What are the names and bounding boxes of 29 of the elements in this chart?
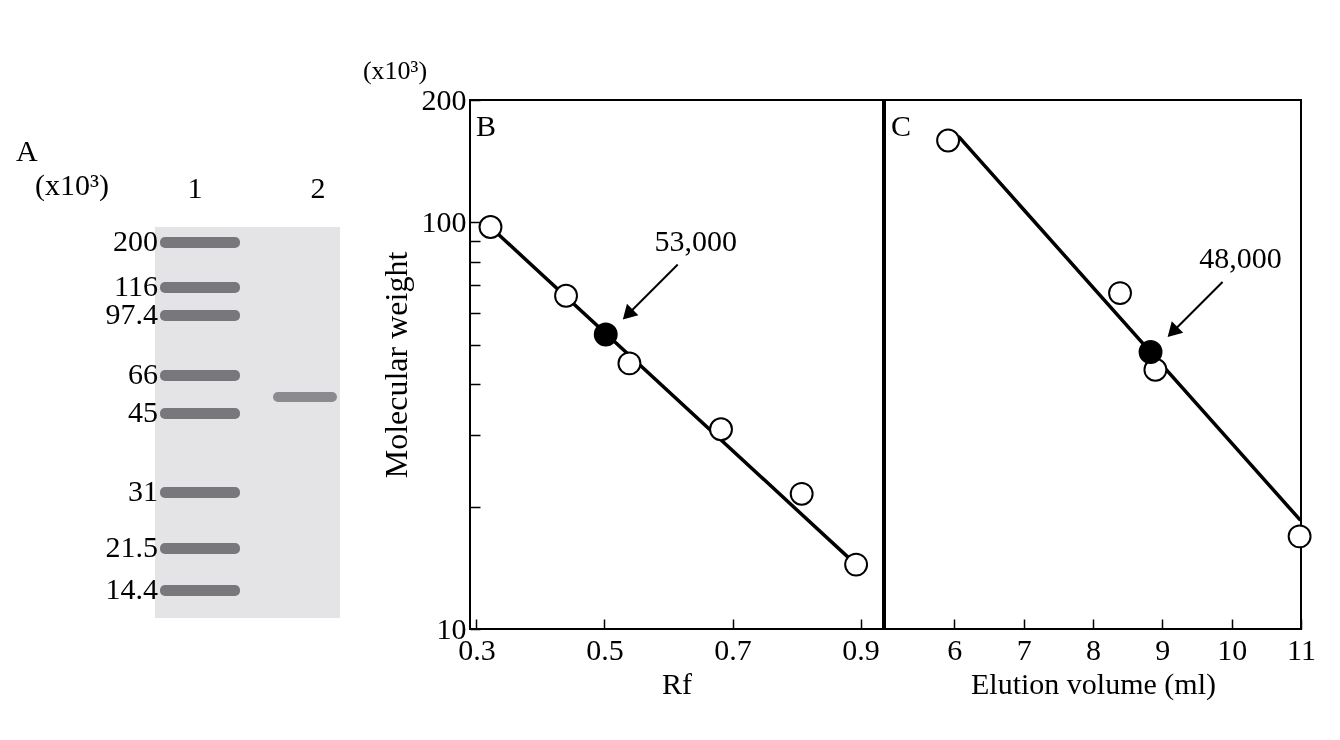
x-tick-label: 6 xyxy=(947,632,963,666)
text: 21.5 xyxy=(105,530,158,563)
category-label: 2 xyxy=(309,171,327,204)
x-tick-label: 0.7 xyxy=(714,632,752,666)
x-tick-label: 0.5 xyxy=(586,632,624,666)
x-tick-label: 7 xyxy=(1016,632,1032,666)
text: 14.4 xyxy=(105,572,158,605)
y-axis-title: Molecular weight xyxy=(377,251,414,479)
x-axis-title: Elution volume (ml) xyxy=(971,666,1216,701)
chart-title: C xyxy=(891,109,912,142)
text: (x10³) xyxy=(35,168,109,201)
text: 31 xyxy=(128,474,158,507)
x-tick-label: 11 xyxy=(1287,632,1316,666)
x-tick-label: 0.9 xyxy=(842,632,880,666)
text: 66 xyxy=(128,357,158,390)
x-tick-label: 9 xyxy=(1155,632,1171,666)
category-label: 1 xyxy=(186,171,204,204)
y-tick-label: 200 xyxy=(421,82,467,116)
annotation: 53,000 xyxy=(654,223,737,257)
x-tick-label: 10 xyxy=(1217,632,1248,666)
annotation: 48,000 xyxy=(1199,241,1282,275)
text: 200 xyxy=(113,224,158,257)
x-axis-title: Rf xyxy=(662,666,693,700)
text: (x10³) xyxy=(362,56,428,85)
chart-title: B xyxy=(476,109,497,142)
text: 45 xyxy=(128,395,158,428)
y-tick-label: 100 xyxy=(421,204,467,238)
text: A xyxy=(16,134,38,167)
x-tick-label: 8 xyxy=(1086,632,1101,666)
